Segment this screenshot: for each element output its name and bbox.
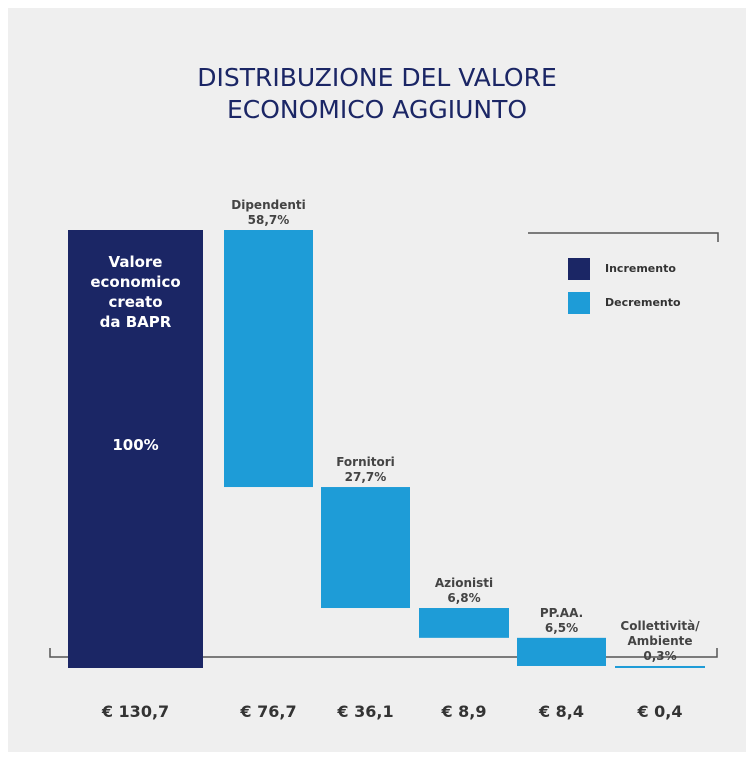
percentage-label: 6,8% <box>447 591 481 606</box>
legend-label: Decremento <box>605 296 681 309</box>
legend-swatch <box>568 258 590 280</box>
category-label: Valore economico creato da BAPR <box>90 253 181 331</box>
bar <box>68 230 203 668</box>
chart-title: DISTRIBUZIONE DEL VALORE ECONOMICO AGGIU… <box>197 63 557 124</box>
category-label: Dipendenti <box>231 198 306 212</box>
legend-bracket <box>528 232 719 242</box>
category-label: Collettività/ Ambiente <box>620 619 700 648</box>
bar <box>321 487 410 609</box>
value-label: € 8,4 <box>538 702 585 721</box>
legend-label: Incremento <box>605 262 676 275</box>
value-label: € 130,7 <box>101 702 170 721</box>
bar <box>224 230 313 488</box>
percentage-label: 100% <box>112 436 159 454</box>
value-label: € 36,1 <box>337 702 394 721</box>
percentage-label: 58,7% <box>247 213 290 227</box>
value-label: € 76,7 <box>240 702 297 721</box>
category-label: Fornitori <box>336 455 395 470</box>
legend-swatch <box>568 292 590 314</box>
percentage-label: 27,7% <box>344 470 387 485</box>
percentage-label: 6,5% <box>544 620 579 635</box>
category-label: PP.AA. <box>539 605 584 620</box>
value-label: € 8,9 <box>441 702 487 721</box>
value-label: € 0,4 <box>637 702 683 721</box>
percentage-label: 0,3% <box>643 649 677 663</box>
bar <box>419 608 509 638</box>
category-label: Azionisti <box>434 576 494 591</box>
bar <box>517 637 606 666</box>
axis-bracket <box>49 648 718 658</box>
bar <box>615 665 705 668</box>
